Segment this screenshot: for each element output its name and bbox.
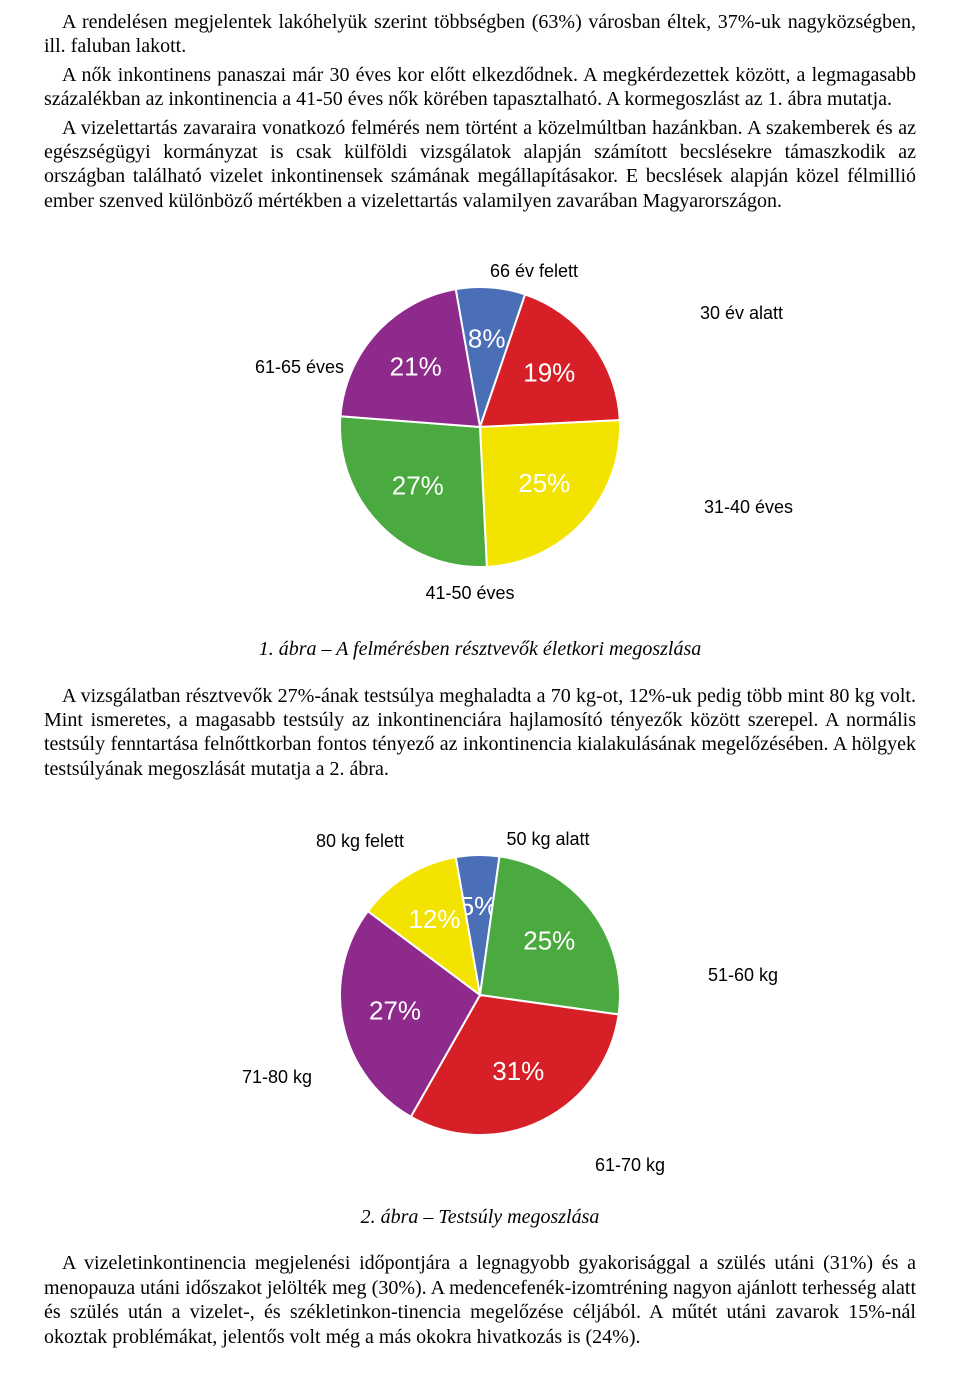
pie-slice-label: 41-50 éves [425, 583, 514, 605]
pie-slice-label: 61-70 kg [595, 1155, 665, 1177]
paragraph-2: A nők inkontinens panaszai már 30 éves k… [44, 63, 916, 112]
pie-slice-label: 31-40 éves [704, 497, 793, 519]
pie-slice-label: 51-60 kg [708, 965, 778, 987]
pie-slice-pct: 21% [390, 352, 442, 382]
weight-pie-chart: 5%25%31%27%12%50 kg alatt51-60 kg61-70 k… [210, 805, 750, 1191]
paragraph-1: A rendelésen megjelentek lakóhelyük szer… [44, 10, 916, 59]
paragraph-5: A vizeletinkontinencia megjelenési időpo… [44, 1251, 916, 1349]
pie-slice-pct: 8% [468, 324, 506, 354]
chart2-caption: 2. ábra – Testsúly megoszlása [44, 1205, 916, 1229]
pie-slice-pct: 25% [518, 468, 570, 498]
pie-slice-label: 80 kg felett [316, 831, 404, 853]
pie-slice-label: 30 év alatt [700, 303, 783, 325]
pie-slice-label: 71-80 kg [242, 1067, 312, 1089]
pie-slice-pct: 31% [492, 1056, 544, 1086]
paragraph-3: A vizelettartás zavaraira vonatkozó felm… [44, 116, 916, 214]
pie-slice-pct: 25% [523, 926, 575, 956]
chart1-caption: 1. ábra – A felmérésben résztvevők életk… [44, 637, 916, 661]
pie-slice-pct: 27% [369, 996, 421, 1026]
pie-slice-label: 61-65 éves [255, 357, 344, 379]
pie-slice-label: 66 év felett [490, 261, 578, 283]
age-pie-chart: 8%19%25%27%21%66 év felett30 év alatt31-… [210, 237, 750, 623]
pie-slice-pct: 19% [523, 358, 575, 388]
paragraph-4: A vizsgálatban résztvevők 27%-ának tests… [44, 684, 916, 782]
pie-slice-label: 50 kg alatt [506, 829, 589, 851]
pie-slice-pct: 27% [392, 471, 444, 501]
pie-slice-pct: 12% [408, 904, 460, 934]
